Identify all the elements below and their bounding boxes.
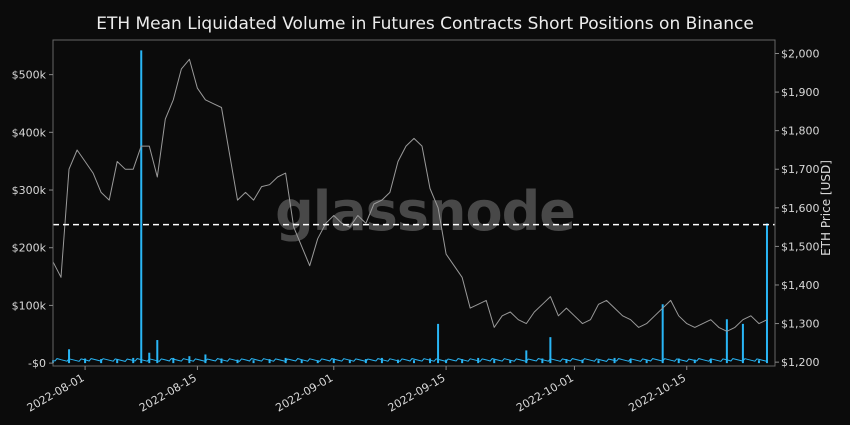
volume-bar <box>445 359 448 364</box>
volume-bar <box>236 359 239 364</box>
y-tick-label: -$0 <box>28 357 46 370</box>
y2-tick-label: $1,500 <box>781 240 820 253</box>
volume-bar <box>677 358 680 364</box>
volume-bar <box>380 357 383 364</box>
volume-bar <box>565 359 568 364</box>
volume-bar <box>116 359 119 364</box>
volume-bar <box>204 354 207 364</box>
volume-bar <box>284 357 287 364</box>
price-series <box>52 58 768 332</box>
volume-bar <box>541 358 544 364</box>
volume-bar <box>268 359 271 364</box>
y2-tick-label: $1,900 <box>781 86 820 99</box>
volume-bar <box>725 319 728 364</box>
volume-bar <box>757 360 760 364</box>
y-tick-label: $500k <box>12 69 47 82</box>
volume-bar <box>156 340 159 364</box>
volume-bar <box>252 360 255 364</box>
volume-bar <box>220 358 223 364</box>
volume-series <box>52 50 768 364</box>
volume-bar <box>140 50 143 364</box>
y-tick-label: $300k <box>12 184 47 197</box>
volume-bar <box>741 323 744 364</box>
chart-title: ETH Mean Liquidated Volume in Futures Co… <box>96 14 754 34</box>
volume-bar <box>332 358 335 364</box>
volume-bar <box>68 349 71 364</box>
y2-axis-title: ETH Price [USD] <box>819 160 833 256</box>
volume-bar <box>413 360 415 364</box>
volume-bar <box>100 359 103 364</box>
volume-bar <box>709 359 712 364</box>
volume-bar <box>661 304 664 364</box>
volume-bar <box>316 360 319 364</box>
y2-tick-label: $1,800 <box>781 125 820 138</box>
volume-bar <box>437 323 440 364</box>
volume-bar <box>493 359 496 364</box>
y-tick-label: $200k <box>12 242 47 255</box>
volume-bar <box>581 359 584 364</box>
volume-bar <box>645 359 648 364</box>
watermark-logo: glassnode <box>275 180 575 243</box>
volume-bar <box>188 356 191 364</box>
y2-tick-label: $1,300 <box>781 318 820 331</box>
volume-bar <box>148 352 151 364</box>
volume-bar <box>613 357 616 364</box>
y-tick-label: $100k <box>12 299 47 312</box>
volume-bar <box>429 358 432 364</box>
y2-tick-label: $1,700 <box>781 163 820 176</box>
y-axis-right: $1,200 $1,300 $1,400 $1,500 $1,600 $1,700 $1,8… <box>775 48 820 369</box>
volume-bar <box>461 359 464 364</box>
volume-bar <box>477 357 480 364</box>
plot-frame <box>52 39 776 367</box>
volume-bar <box>300 359 303 364</box>
y2-tick-label: $1,400 <box>781 279 820 292</box>
volume-bar <box>84 358 87 364</box>
volume-bar <box>348 359 351 364</box>
volume-bar <box>765 223 768 364</box>
volume-bar <box>525 350 528 364</box>
volume-bar <box>629 359 632 364</box>
volume-bar <box>693 359 696 364</box>
volume-bar <box>597 360 600 364</box>
volume-bar <box>396 359 399 364</box>
y2-tick-label: $2,000 <box>781 48 820 61</box>
y2-tick-label: $1,600 <box>781 202 820 215</box>
volume-bar <box>132 357 135 364</box>
volume-baseline-line <box>52 358 768 362</box>
price-line <box>52 58 768 332</box>
volume-bar <box>509 360 512 364</box>
volume-bar <box>549 337 552 364</box>
y2-tick-label: $1,200 <box>781 356 820 369</box>
volume-bar <box>364 359 367 364</box>
volume-bar <box>172 357 175 364</box>
y-tick-label: $400k <box>12 126 47 139</box>
y-axis-left: -$0 $100k $200k $300k $400k $500k <box>12 69 53 370</box>
